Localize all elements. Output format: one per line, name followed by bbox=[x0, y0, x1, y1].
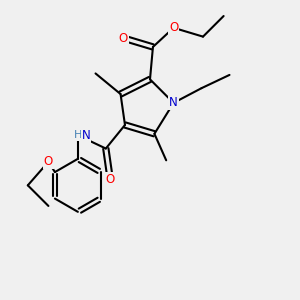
Text: N: N bbox=[82, 129, 91, 142]
Text: O: O bbox=[119, 32, 128, 45]
Text: H: H bbox=[74, 130, 82, 140]
Text: O: O bbox=[169, 21, 178, 34]
Text: N: N bbox=[169, 96, 178, 110]
Text: O: O bbox=[106, 173, 115, 186]
Text: O: O bbox=[44, 155, 53, 168]
